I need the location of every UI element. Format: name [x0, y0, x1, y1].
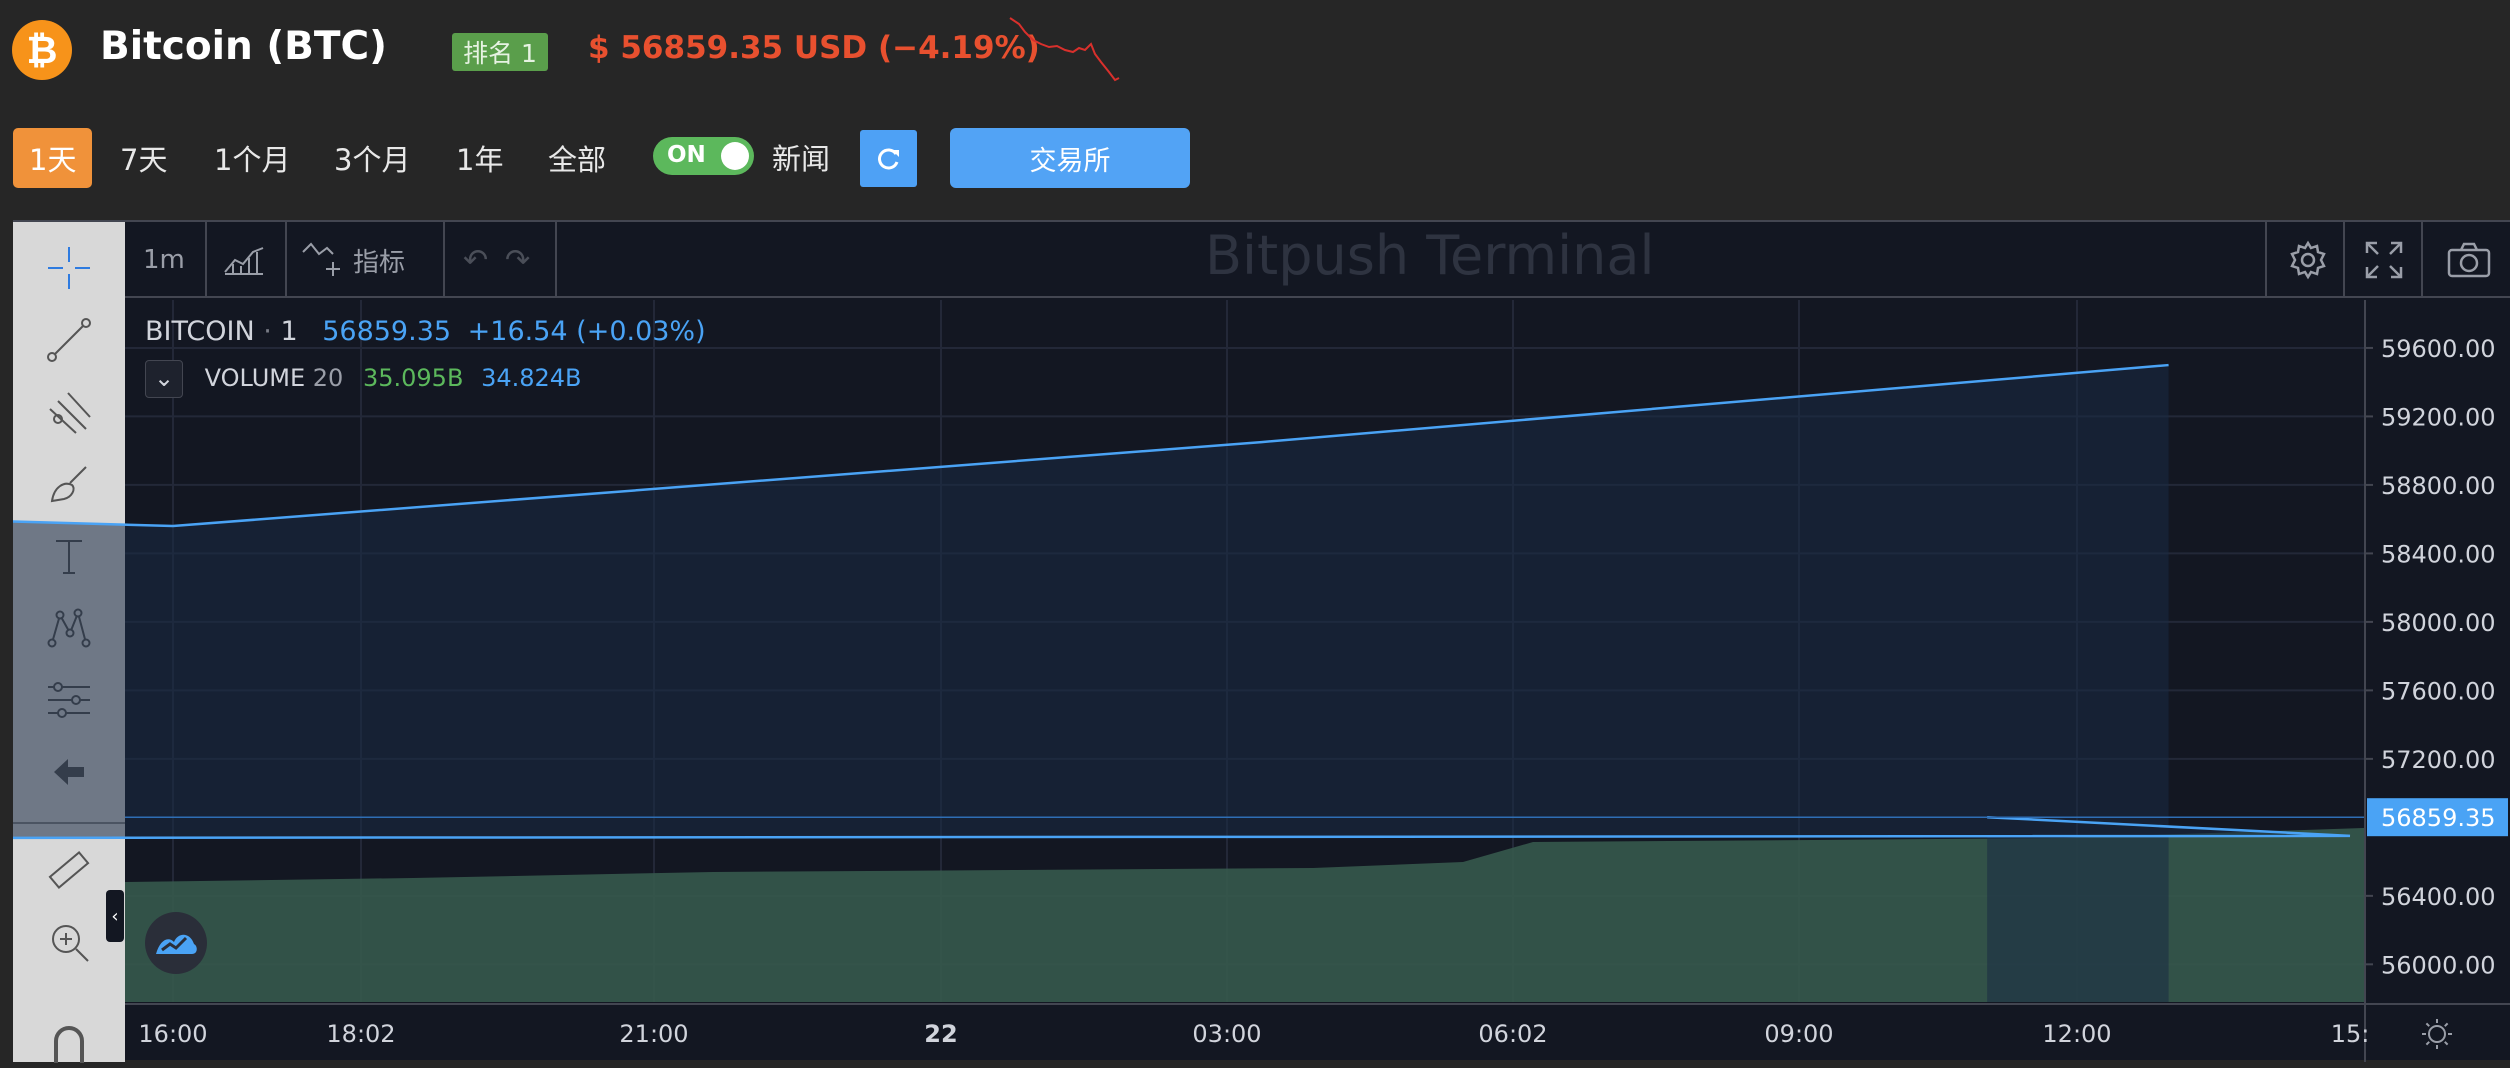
axis-settings-icon-ray: [2426, 1042, 2429, 1045]
x-tick-label: 15:: [2331, 1020, 2370, 1048]
y-tick-label: 56000.00: [2381, 951, 2496, 979]
volume-value-2: 34.824B: [481, 364, 581, 392]
range-1y-button[interactable]: 1年: [440, 128, 519, 188]
coin-logo-glyph: ₿: [27, 28, 58, 73]
axis-settings-icon-ray: [2445, 1023, 2448, 1026]
x-tick-label: 06:02: [1478, 1020, 1547, 1048]
price-sparkline: [1005, 14, 1145, 86]
y-tick-label: 57600.00: [2381, 677, 2496, 705]
price-change-text: $ 56859.35 USD (−4.19%): [588, 30, 1040, 66]
x-tick-label: 09:00: [1764, 1020, 1833, 1048]
range-7d-button[interactable]: 7天: [104, 128, 183, 188]
volume-legend: ⌄ VOLUME 20 35.095B 34.824B: [145, 360, 582, 398]
axis-settings-icon-core: [2429, 1026, 2445, 1042]
y-tick-label: 56400.00: [2381, 883, 2496, 911]
exchange-button[interactable]: 交易所: [950, 128, 1190, 188]
y-tick-label: 59200.00: [2381, 403, 2496, 431]
bitcoin-logo-icon: ₿: [12, 20, 72, 80]
axis-settings-icon-ray: [2426, 1023, 2429, 1026]
toggle-label: ON: [667, 142, 706, 168]
range-1m-button[interactable]: 1个月: [198, 128, 306, 188]
bitpush-logo-icon[interactable]: [145, 912, 207, 974]
volume-period: 20: [313, 364, 344, 392]
y-tick-label: 58400.00: [2381, 540, 2496, 568]
y-tick-label: 58000.00: [2381, 609, 2496, 637]
x-tick-label: 22: [924, 1020, 957, 1048]
range-all-button[interactable]: 全部: [532, 128, 622, 188]
collapse-legend-chevron-icon[interactable]: ⌄: [145, 360, 183, 398]
x-tick-label: 16:00: [138, 1020, 207, 1048]
coin-header: ₿ Bitcoin (BTC) 排名 1 $ 56859.35 USD (−4.…: [0, 0, 2510, 100]
y-tick-label: 59600.00: [2381, 335, 2496, 363]
toggle-knob: [721, 142, 749, 170]
legend-interval: 1: [280, 316, 297, 347]
x-tick-label: 21:00: [619, 1020, 688, 1048]
axis-settings-icon: [2422, 1019, 2452, 1049]
legend-symbol: BITCOIN: [145, 316, 255, 347]
coin-title: Bitcoin (BTC): [100, 24, 387, 69]
x-tick-label: 12:00: [2042, 1020, 2111, 1048]
range-1d-button[interactable]: 1天: [13, 128, 92, 188]
symbol-legend: BITCOIN · 1 56859.35 +16.54 (+0.03%): [145, 316, 706, 347]
volume-label: VOLUME: [205, 364, 306, 392]
y-tick-label: 58800.00: [2381, 472, 2496, 500]
news-toggle[interactable]: ON: [653, 137, 754, 175]
x-tick-label: 03:00: [1192, 1020, 1261, 1048]
last-price-label: 56859.35: [2381, 804, 2496, 832]
refresh-button[interactable]: [860, 130, 917, 187]
news-label: 新闻: [772, 136, 830, 178]
refresh-icon: [875, 145, 903, 173]
rank-badge: 排名 1: [452, 33, 548, 71]
legend-change: +16.54 (+0.03%): [468, 316, 706, 347]
price-chart[interactable]: 59600.00 59200.00 58800.00 58400.00 58000.00…: [13, 222, 2510, 1062]
y-tick-label: 57200.00: [2381, 746, 2496, 774]
legend-price: 56859.35: [322, 316, 451, 347]
volume-value-1: 35.095B: [363, 364, 463, 392]
axis-settings-icon-ray: [2445, 1042, 2448, 1045]
x-tick-label: 18:02: [326, 1020, 395, 1048]
range-3m-button[interactable]: 3个月: [318, 128, 426, 188]
